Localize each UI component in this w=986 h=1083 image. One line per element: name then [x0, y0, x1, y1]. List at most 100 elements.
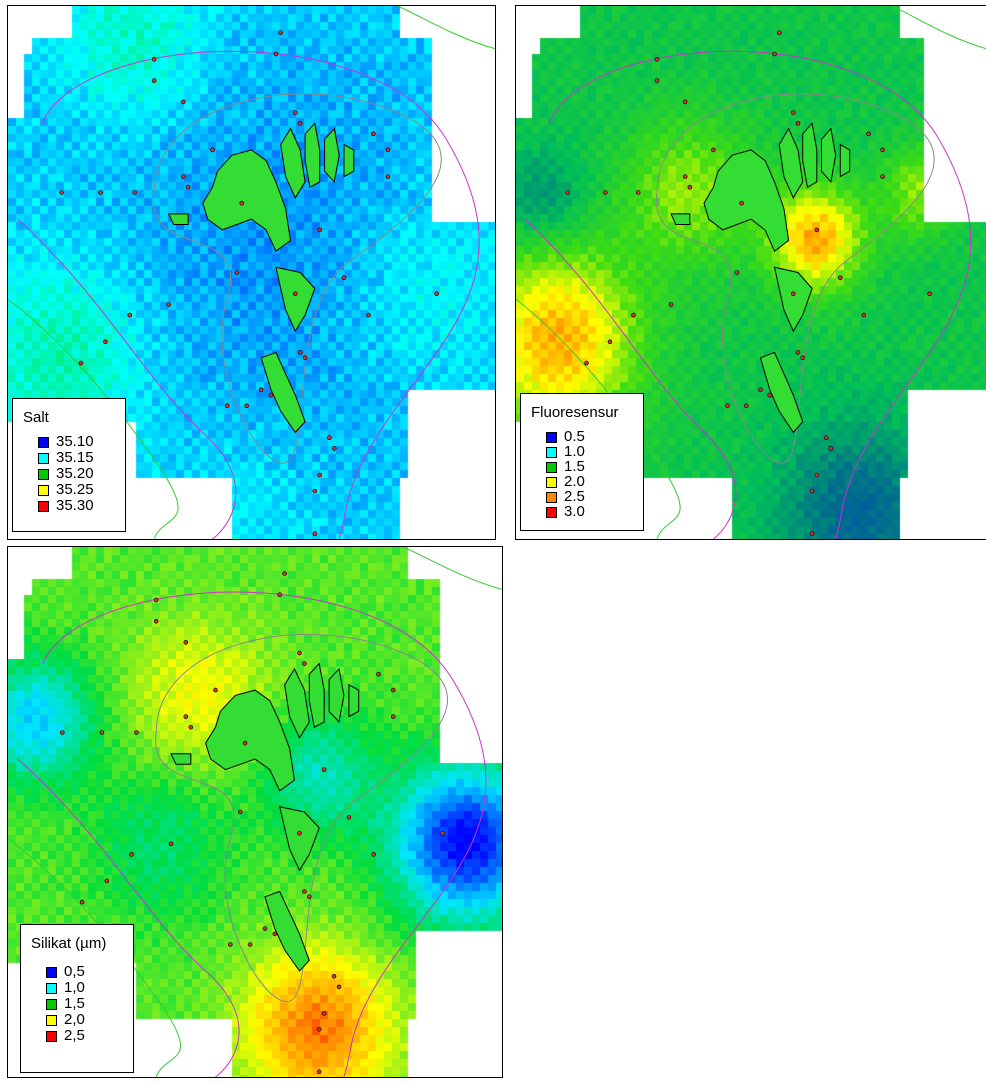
station-dot-1 — [654, 56, 660, 62]
salt-map-panel: Salt 35.10 35.15 35.20 35.25 35.30 — [7, 5, 496, 540]
fluoresensur-map-panel: Fluoresensur 0.5 1.0 1.5 2.0 2.5 3.0 — [515, 5, 986, 540]
island-3 — [821, 127, 837, 184]
station-dot-33 — [331, 973, 337, 979]
station-dot-0 — [776, 30, 782, 36]
station-dot-37 — [809, 531, 815, 537]
island-0 — [703, 149, 790, 252]
station-dot-25 — [607, 339, 613, 345]
coast-line-northeast — [397, 6, 495, 50]
station-dot-22 — [292, 291, 298, 297]
legend-swatch — [546, 431, 557, 443]
legend-label: 35.15 — [56, 449, 94, 466]
station-dot-26 — [79, 899, 85, 905]
outer-depth-contour — [548, 50, 972, 539]
silikat-legend-title: Silikat (µm) — [31, 935, 107, 952]
station-dot-8 — [376, 671, 381, 677]
station-dot-35 — [814, 472, 820, 478]
station-dot-30 — [767, 392, 773, 398]
island-7 — [759, 351, 804, 434]
legend-swatch — [38, 436, 49, 448]
station-dot-11 — [188, 724, 194, 730]
legend-swatch — [546, 446, 557, 458]
station-dot-9 — [880, 147, 885, 153]
island-7 — [260, 351, 306, 434]
station-dot-37 — [316, 1069, 322, 1075]
fluoresensur-legend-item: 0.5 — [546, 429, 585, 444]
station-dot-32 — [244, 403, 249, 409]
station-dot-27 — [795, 350, 801, 355]
inner-depth-contour — [153, 93, 442, 464]
station-dot-8 — [866, 131, 871, 137]
station-dot-21 — [129, 852, 134, 857]
legend-label: 2.0 — [564, 473, 585, 490]
station-dot-19 — [168, 841, 174, 847]
station-dot-29 — [258, 387, 264, 393]
island-0 — [202, 149, 292, 252]
station-dot-27 — [302, 889, 307, 894]
station-dot-14 — [59, 190, 64, 195]
station-dot-26 — [78, 360, 84, 366]
station-dot-0 — [282, 571, 287, 576]
station-dot-34 — [331, 446, 337, 451]
silikat-map-overlay — [8, 547, 502, 1077]
station-dot-11 — [185, 184, 191, 190]
station-dot-8 — [370, 131, 376, 137]
salt-legend-item: 35.25 — [38, 482, 94, 497]
legend-swatch — [46, 966, 57, 978]
coast-line-northeast — [891, 6, 986, 50]
station-dot-28 — [302, 355, 308, 361]
fluoresensur-legend-item: 1.0 — [546, 443, 585, 460]
station-dot-30 — [272, 931, 278, 937]
salt-legend-title: Salt — [23, 409, 49, 426]
station-dot-9 — [390, 687, 396, 693]
fluoresensur-legend-item: 1.5 — [546, 459, 585, 474]
station-dot-12 — [390, 714, 396, 719]
station-dot-2 — [772, 51, 777, 57]
legend-label: 35.30 — [56, 497, 94, 514]
coast-line-southwest — [8, 298, 179, 539]
island-1 — [778, 127, 804, 199]
legend-label: 2.5 — [564, 488, 585, 505]
station-dot-5 — [297, 650, 302, 656]
station-dot-21 — [127, 312, 133, 318]
island-2 — [802, 122, 818, 188]
station-dot-31 — [228, 942, 233, 947]
legend-swatch — [46, 998, 57, 1010]
silikat-map-panel: Silikat (µm) 0,5 1,0 1,5 2,0 2,5 — [7, 546, 503, 1078]
legend-swatch — [46, 1014, 57, 1026]
station-dot-21 — [631, 312, 636, 318]
station-dot-0 — [278, 30, 284, 36]
station-dot-10 — [682, 174, 688, 179]
legend-swatch — [46, 982, 57, 994]
legend-swatch — [546, 491, 557, 503]
island-3 — [328, 667, 345, 723]
fluoresensur-legend-item: 3.0 — [546, 504, 585, 519]
station-dot-2 — [273, 51, 279, 57]
station-dot-35 — [321, 1011, 327, 1016]
island-6 — [275, 266, 316, 333]
station-dot-12 — [385, 174, 391, 179]
outer-depth-contour — [42, 591, 487, 1077]
salt-map-overlay — [8, 6, 495, 539]
station-dot-1 — [151, 56, 157, 62]
station-dot-15 — [98, 190, 103, 195]
station-dot-14 — [59, 730, 65, 735]
station-dot-18 — [734, 270, 740, 275]
station-dot-6 — [795, 121, 801, 126]
station-dot-23 — [927, 291, 932, 297]
station-dot-34 — [336, 984, 342, 990]
legend-label: 1.0 — [564, 443, 585, 460]
station-dot-28 — [306, 894, 312, 900]
station-dot-4 — [183, 640, 189, 645]
station-dot-22 — [297, 830, 302, 836]
station-dot-31 — [224, 403, 230, 409]
station-dot-10 — [181, 174, 186, 179]
station-dot-11 — [687, 184, 693, 190]
salt-legend-item: 35.10 — [38, 434, 94, 449]
station-dot-6 — [297, 121, 303, 126]
island-1 — [280, 127, 306, 199]
legend-swatch — [46, 1030, 57, 1042]
island-6 — [773, 266, 813, 333]
legend-swatch — [38, 452, 49, 464]
island-7 — [264, 890, 310, 972]
